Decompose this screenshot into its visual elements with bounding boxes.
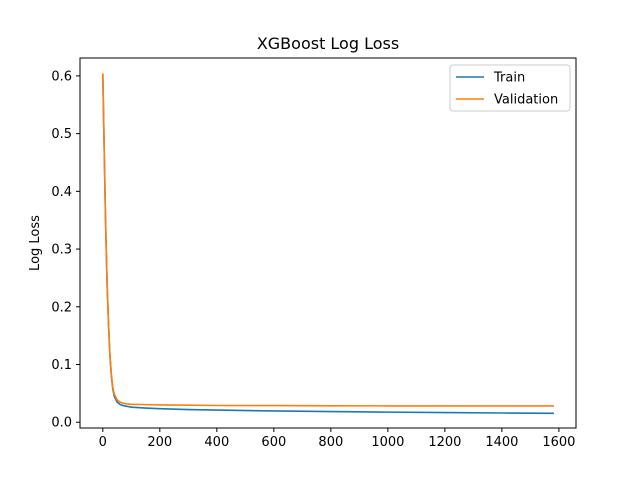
y-tick-label: 0.6 [51, 69, 72, 84]
y-tick-label: 0.3 [51, 243, 72, 258]
series-line-validation [101, 73, 555, 407]
y-tick-label: 0.0 [51, 416, 72, 431]
x-tick-label: 0 [99, 435, 107, 450]
y-tick-label: 0.5 [51, 127, 72, 142]
legend: Train Validation [449, 64, 571, 112]
x-tick-label: 600 [261, 435, 286, 450]
y-tick-label: 0.4 [51, 185, 72, 200]
x-tick-label: 800 [318, 435, 343, 450]
series-line-train [101, 74, 555, 415]
y-axis-label: Log Loss [28, 215, 43, 271]
axes-frame [79, 57, 577, 429]
x-tick-label: 400 [204, 435, 229, 450]
x-tick-label: 1200 [428, 435, 461, 450]
x-axis: 0 200 400 600 800 1000 1200 1400 1600 [99, 428, 575, 450]
y-tick-label: 0.1 [51, 358, 72, 373]
x-tick-label: 1400 [485, 435, 518, 450]
x-tick-label: 200 [147, 435, 172, 450]
x-tick-label: 1000 [371, 435, 404, 450]
x-tick-label: 1600 [542, 435, 575, 450]
legend-label-train: Train [493, 71, 525, 86]
y-axis: 0.0 0.1 0.2 0.3 0.4 0.5 0.6 [51, 69, 80, 431]
legend-label-validation: Validation [494, 93, 558, 108]
y-tick-label: 0.2 [51, 300, 72, 315]
chart-title: XGBoost Log Loss [257, 34, 399, 53]
series-layer [101, 73, 555, 415]
